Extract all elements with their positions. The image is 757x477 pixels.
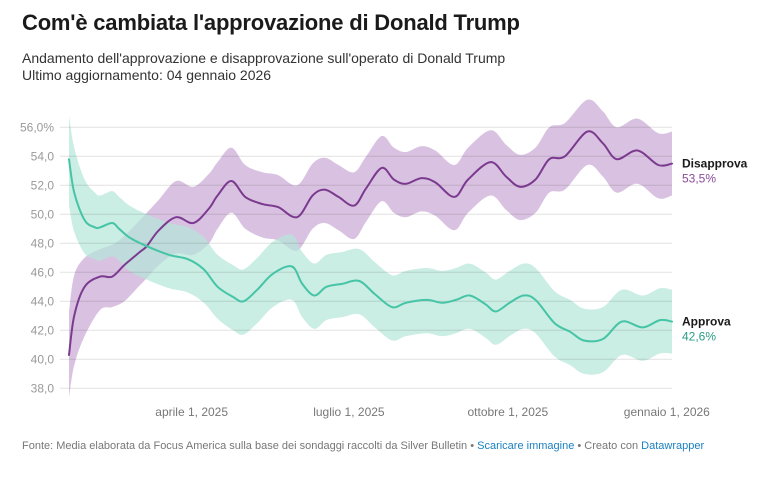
x-tick-label: ottobre 1, 2025 xyxy=(467,405,548,419)
datawrapper-link[interactable]: Datawrapper xyxy=(641,440,705,452)
y-tick-label: 40,0 xyxy=(31,352,55,366)
footer-separator: • xyxy=(467,440,478,452)
y-tick-label: 44,0 xyxy=(31,294,55,308)
y-tick-label: 54,0 xyxy=(31,149,55,163)
footer-separator: • Creato con xyxy=(574,440,642,452)
y-tick-label: 56,0% xyxy=(20,120,54,134)
series-lines xyxy=(68,130,673,356)
y-tick-label: 52,0 xyxy=(31,178,55,192)
footer: Fonte: Media elaborata da Focus America … xyxy=(22,440,704,452)
approva-line xyxy=(68,158,673,343)
x-tick-label: gennaio 1, 2026 xyxy=(624,405,710,419)
chart-title: Com'è cambiata l'approvazione di Donald … xyxy=(22,10,520,35)
y-tick-label: 50,0 xyxy=(31,207,55,221)
x-tick-label: aprile 1, 2025 xyxy=(155,405,228,419)
x-axis: aprile 1, 2025 luglio 1, 2025 ottobre 1, 2… xyxy=(155,405,710,419)
approva-series-label: Approva xyxy=(682,315,731,329)
confidence-bands xyxy=(69,99,672,397)
subtitle-description: Andamento dell'approvazione e disapprova… xyxy=(22,50,506,66)
approva-last-value: 42,6% xyxy=(682,330,716,344)
x-tick-label: luglio 1, 2025 xyxy=(313,405,385,419)
y-tick-label: 46,0 xyxy=(31,265,55,279)
chart-subtitle: Andamento dell'approvazione e disapprova… xyxy=(22,50,505,84)
y-axis: 56,0% 54,0 52,0 50,0 48,0 46,0 44,0 42,0 40,0 38,… xyxy=(20,120,54,395)
disapprova-series-label: Disapprova xyxy=(682,157,748,171)
approva-confidence-band xyxy=(69,115,672,375)
source-note: Fonte: Media elaborata da Focus America … xyxy=(22,440,468,452)
y-tick-label: 38,0 xyxy=(31,381,55,395)
disapprova-last-value: 53,5% xyxy=(682,172,716,186)
y-tick-label: 42,0 xyxy=(31,323,55,337)
download-image-link[interactable]: Scaricare immagine xyxy=(477,440,575,452)
disapprova-confidence-band xyxy=(69,99,672,397)
last-updated: Ultimo aggiornamento: 04 gennaio 2026 xyxy=(22,67,272,83)
y-tick-label: 48,0 xyxy=(31,236,55,250)
